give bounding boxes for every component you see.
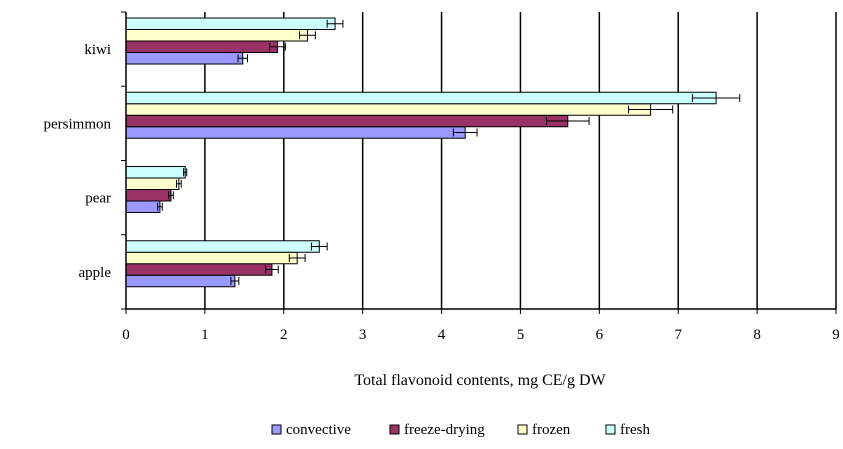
x-tick-labels: 0 1 2 3 4 5 6 7 8 9 xyxy=(122,327,840,343)
x-tick-label: 6 xyxy=(596,327,604,343)
bar xyxy=(125,177,180,190)
legend-swatch xyxy=(517,424,528,435)
legend: convective freeze-drying frozen fresh xyxy=(271,422,650,438)
category-labels: apple pear persimmon kiwi xyxy=(44,42,112,281)
bar xyxy=(125,91,717,105)
x-tick-label: 5 xyxy=(517,327,525,343)
axes xyxy=(121,11,837,314)
bar xyxy=(125,189,172,202)
legend-swatch xyxy=(605,424,616,435)
legend-label: freeze-drying xyxy=(404,422,485,438)
bar xyxy=(125,29,308,42)
bar xyxy=(125,114,569,128)
category-label: apple xyxy=(79,265,112,281)
bars xyxy=(125,17,741,288)
category-label: persimmon xyxy=(44,116,112,132)
bar xyxy=(125,17,336,30)
bar xyxy=(125,40,278,53)
x-tick-label: 7 xyxy=(674,327,682,343)
gridlines xyxy=(204,12,837,309)
legend-label: convective xyxy=(286,422,351,438)
x-tick-label: 2 xyxy=(280,327,288,343)
bar xyxy=(125,263,273,276)
category-label: kiwi xyxy=(84,42,111,58)
x-tick-label: 1 xyxy=(201,327,209,343)
legend-swatch xyxy=(271,424,282,435)
legend-swatch xyxy=(389,424,400,435)
category-label: pear xyxy=(85,191,111,207)
bar xyxy=(125,166,186,179)
x-tick-label: 0 xyxy=(122,327,130,343)
legend-label: fresh xyxy=(620,422,650,438)
x-tick-label: 3 xyxy=(359,327,367,343)
bar xyxy=(125,240,320,253)
bar xyxy=(125,126,466,139)
x-tick-label: 8 xyxy=(753,327,761,343)
bar xyxy=(125,251,298,265)
legend-label: frozen xyxy=(532,422,571,438)
x-axis-title: Total flavonoid contents, mg CE/g DW xyxy=(354,372,606,389)
x-tick-label: 9 xyxy=(832,327,840,343)
x-tick-label: 4 xyxy=(438,327,446,343)
bar xyxy=(125,200,161,213)
bar xyxy=(125,274,236,288)
bar xyxy=(125,52,244,65)
bar xyxy=(125,103,652,116)
